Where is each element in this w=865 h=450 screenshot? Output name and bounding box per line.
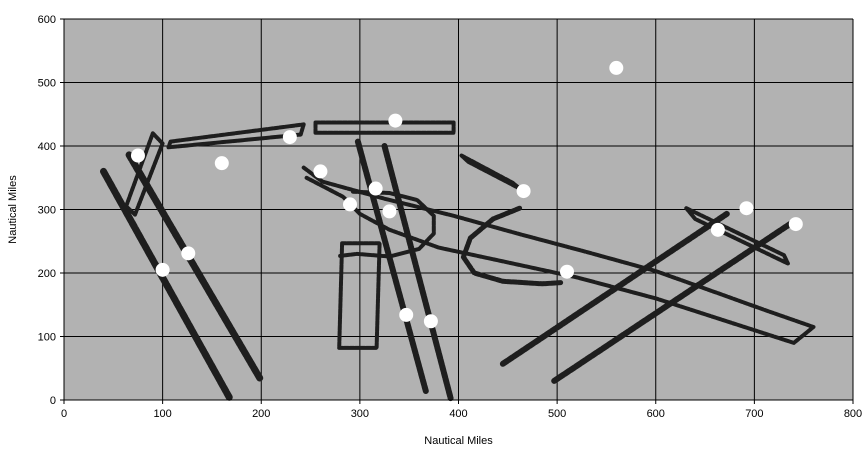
track-loop xyxy=(684,206,790,266)
x-tick-label: 400 xyxy=(449,408,467,420)
track-line xyxy=(100,167,234,402)
data-point xyxy=(382,204,397,219)
y-tick-label: 0 xyxy=(50,395,56,407)
y-tick-label: 300 xyxy=(38,205,56,217)
track-line xyxy=(125,151,264,383)
x-axis-label: Nautical Miles xyxy=(424,435,493,447)
data-point xyxy=(155,262,170,277)
y-tick-label: 600 xyxy=(38,14,56,26)
data-point xyxy=(710,222,725,237)
data-point xyxy=(282,130,297,145)
track-line xyxy=(551,221,793,384)
track-loop xyxy=(166,122,306,150)
track-loop xyxy=(313,120,456,135)
y-tick-label: 500 xyxy=(38,78,56,90)
data-point xyxy=(313,164,328,179)
x-tick-label: 600 xyxy=(647,408,665,420)
data-point xyxy=(130,148,145,163)
x-tick-label: 800 xyxy=(844,408,862,420)
data-point xyxy=(739,201,754,216)
data-point xyxy=(559,264,574,279)
data-point xyxy=(399,307,414,322)
point-layer xyxy=(130,60,803,329)
axes: 0 100 200 300 400 500 600 700 800 0 100 200 300 400 50… xyxy=(38,14,863,420)
data-point xyxy=(181,246,196,261)
track-path xyxy=(301,165,816,345)
data-point xyxy=(368,181,383,196)
data-point xyxy=(423,314,438,329)
x-tick-label: 0 xyxy=(61,408,67,420)
data-point xyxy=(388,113,403,128)
data-point xyxy=(609,60,624,75)
y-axis-label: Nautical Miles xyxy=(7,175,19,244)
track-line xyxy=(381,143,454,402)
x-tick-label: 200 xyxy=(252,408,270,420)
data-point xyxy=(516,184,531,199)
x-tick-label: 500 xyxy=(548,408,566,420)
y-tick-label: 400 xyxy=(38,141,56,153)
y-tick-label: 100 xyxy=(38,332,56,344)
track-line xyxy=(499,210,730,367)
data-point xyxy=(214,156,229,171)
data-point xyxy=(343,197,358,212)
data-point xyxy=(788,217,803,232)
track-line xyxy=(354,138,429,395)
y-tick-label: 200 xyxy=(38,268,56,280)
x-tick-label: 700 xyxy=(745,408,763,420)
x-tick-label: 300 xyxy=(351,408,369,420)
x-tick-label: 100 xyxy=(153,408,171,420)
track-loop xyxy=(337,241,382,350)
track-path xyxy=(460,205,565,287)
